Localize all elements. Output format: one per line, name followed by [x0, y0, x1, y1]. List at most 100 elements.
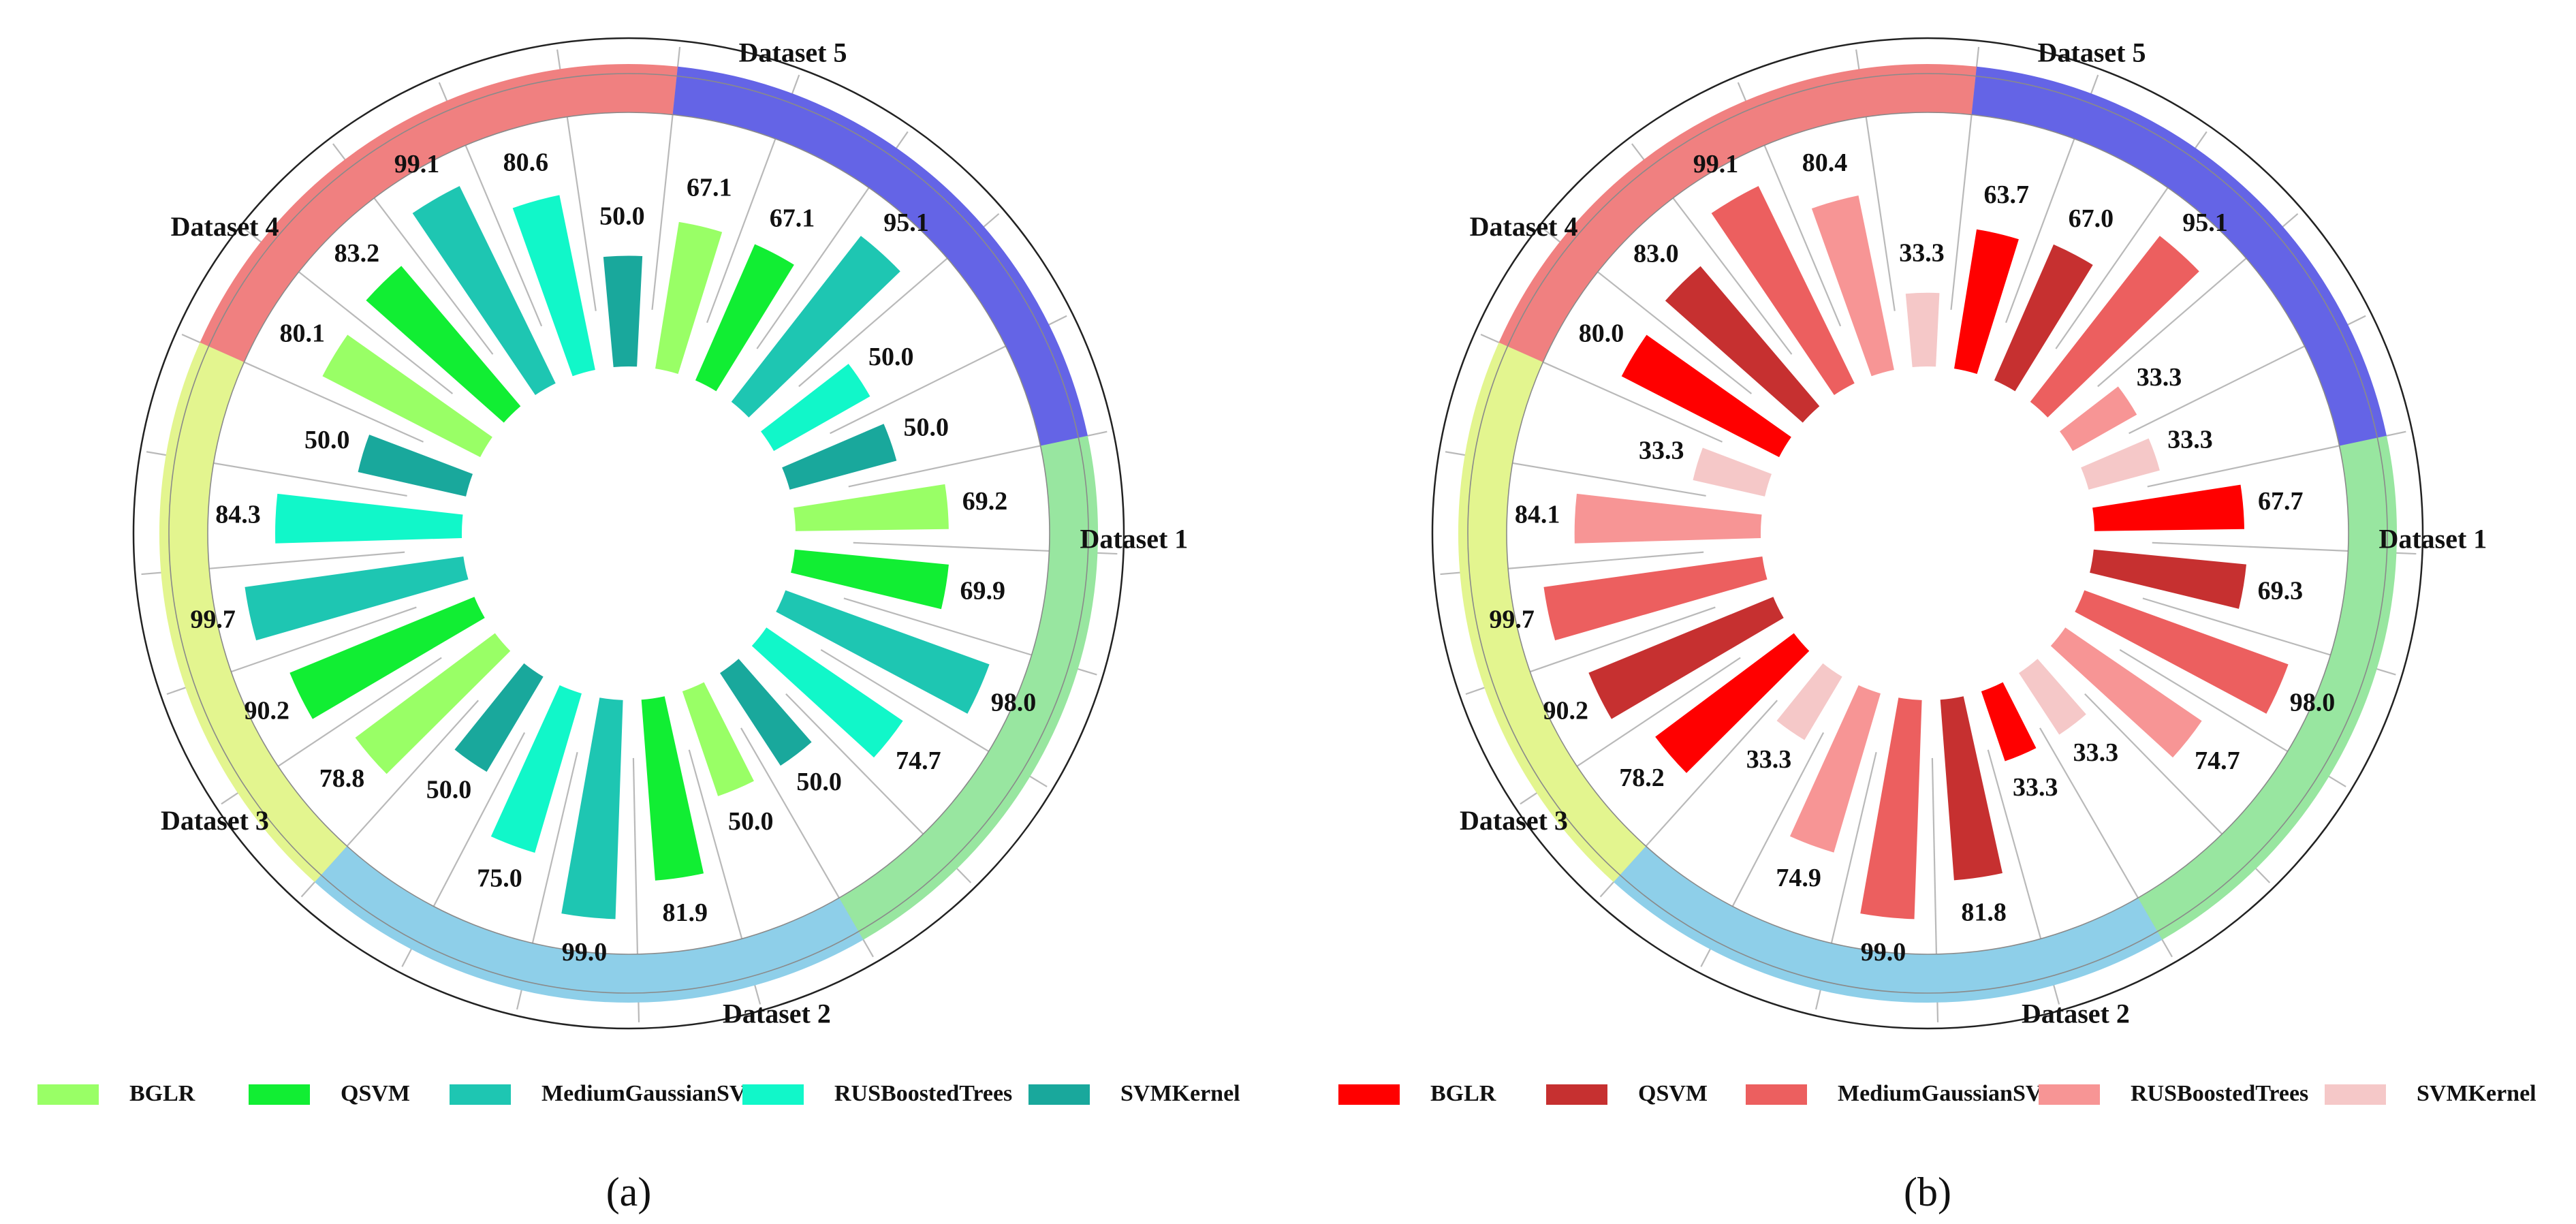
value-label: 33.3	[2167, 425, 2213, 454]
bar-mediumgaussiansvm-dataset-5	[2030, 236, 2199, 418]
bar-rusboostedtrees-dataset-2	[1789, 685, 1881, 853]
bar-qsvm-dataset-3	[1588, 597, 1784, 719]
band-ring-mid	[1467, 73, 2388, 994]
value-label: 99.1	[394, 150, 440, 178]
bar-qsvm-dataset-2	[641, 696, 704, 881]
category-label-dataset-3: Dataset 3	[161, 805, 269, 836]
value-label: 67.7	[2258, 487, 2304, 516]
legend-swatch-bglr	[1338, 1084, 1400, 1105]
bar-bglr-dataset-4	[1621, 334, 1791, 458]
value-label: 69.3	[2258, 576, 2304, 605]
outer-circle	[132, 37, 1125, 1030]
value-label: 80.1	[279, 319, 325, 347]
legend-swatch-qsvm	[1546, 1084, 1607, 1105]
bar-rusboostedtrees-dataset-1	[2050, 627, 2202, 758]
category-label-dataset-2: Dataset 2	[723, 999, 831, 1029]
category-label-dataset-4: Dataset 4	[1470, 211, 1578, 242]
value-label: 99.7	[190, 605, 236, 633]
legend-swatch-rusboostedtrees	[742, 1084, 804, 1105]
legend-swatch-rusboostedtrees	[2039, 1084, 2100, 1105]
bar-mediumgaussiansvm-dataset-4	[412, 186, 556, 395]
bar-bglr-dataset-5	[1954, 229, 2019, 374]
category-band-dataset-5	[672, 66, 1088, 446]
legend-panel-b: BGLR QSVM MediumGaussianSVM RUSBoostedTrees…	[1338, 1081, 2536, 1106]
value-label: 83.0	[1633, 240, 1679, 268]
value-label: 90.2	[1543, 696, 1588, 725]
value-label: 99.7	[1489, 605, 1535, 633]
bar-qsvm-dataset-1	[791, 549, 949, 610]
value-label: 67.1	[687, 173, 732, 202]
bar-mediumgaussiansvm-dataset-5	[731, 236, 900, 418]
category-label-dataset-4: Dataset 4	[171, 211, 279, 242]
bar-qsvm-dataset-3	[289, 597, 485, 719]
bar-svmkernel-dataset-5	[2081, 438, 2160, 490]
value-label: 95.1	[2182, 208, 2228, 237]
bar-bglr-dataset-3	[355, 633, 511, 774]
value-label: 80.6	[503, 148, 549, 176]
band-ring-inner	[207, 112, 1050, 955]
value-label: 67.0	[2069, 204, 2114, 233]
bar-bglr-dataset-2	[682, 682, 754, 796]
value-label: 74.7	[896, 747, 941, 775]
legend-swatch-svmkernel	[1028, 1084, 1090, 1105]
bar-rusboostedtrees-dataset-2	[490, 685, 582, 853]
category-label-dataset-1: Dataset 1	[2378, 524, 2487, 554]
legend-swatch-mediumgaussiansvm	[1746, 1084, 1807, 1105]
value-label: 99.0	[1861, 938, 1906, 967]
category-band-dataset-1	[838, 435, 1098, 940]
value-label: 50.0	[599, 202, 645, 230]
legend-swatch-mediumgaussiansvm	[450, 1084, 511, 1105]
value-label: 50.0	[868, 343, 914, 371]
bar-rusboostedtrees-dataset-1	[751, 627, 903, 758]
legend-label-rusboostedtrees: RUSBoostedTrees	[834, 1081, 1012, 1106]
value-label: 50.0	[426, 776, 472, 804]
band-ring-mid	[168, 73, 1089, 994]
value-label: 81.9	[662, 898, 708, 927]
category-band-dataset-4	[200, 64, 678, 362]
bar-rusboostedtrees-dataset-4	[1811, 195, 1894, 377]
value-label: 80.4	[1802, 148, 1848, 177]
legend-label-svmkernel: SVMKernel	[2417, 1081, 2536, 1106]
chart-panel-a: Dataset 1 Dataset 2 Dataset 3 Dataset 4 Data…	[132, 37, 1188, 1030]
value-label: 84.1	[1515, 501, 1560, 529]
category-label-dataset-3: Dataset 3	[1460, 805, 1568, 836]
bar-svmkernel-dataset-4	[1905, 292, 1940, 368]
value-label: 33.3	[1639, 437, 1684, 465]
outer-circle	[1431, 37, 2424, 1030]
value-label: 98.0	[991, 688, 1037, 717]
value-label: 78.2	[1619, 764, 1665, 792]
legend-panel-a: BGLR QSVM MediumGaussianSVM RUSBoostedTrees…	[37, 1081, 1240, 1106]
legend-label-mediumgaussiansvm: MediumGaussianSVM	[541, 1081, 768, 1106]
value-label: 75.0	[477, 864, 522, 892]
bar-svmkernel-dataset-4	[603, 255, 643, 368]
value-label: 63.7	[1984, 181, 2030, 209]
value-label: 74.7	[2195, 747, 2240, 775]
category-label-dataset-5: Dataset 5	[739, 37, 847, 67]
value-label: 78.8	[319, 764, 365, 793]
legend-label-qsvm: QSVM	[341, 1081, 410, 1106]
category-band-dataset-4	[1498, 64, 1977, 362]
legend-swatch-bglr	[37, 1084, 99, 1105]
value-label: 33.3	[2013, 773, 2058, 802]
legend-swatch-qsvm	[249, 1084, 310, 1105]
bar-qsvm-dataset-4	[366, 266, 521, 423]
bar-rusboostedtrees-dataset-4	[512, 195, 595, 377]
value-label: 69.9	[960, 577, 1006, 606]
bar-rusboostedtrees-dataset-5	[2060, 386, 2137, 452]
value-label: 50.0	[796, 768, 842, 796]
bar-rusboostedtrees-dataset-5	[761, 364, 870, 452]
bar-svmkernel-dataset-1	[720, 659, 812, 766]
value-label: 50.0	[304, 426, 350, 454]
category-band-dataset-3	[159, 342, 347, 883]
bar-bglr-dataset-3	[1655, 633, 1810, 773]
bar-mediumgaussiansvm-dataset-3	[245, 556, 469, 641]
legend-swatch-svmkernel	[2325, 1084, 2386, 1105]
bar-qsvm-dataset-2	[1940, 696, 2002, 881]
value-label: 67.1	[770, 204, 815, 233]
category-band-dataset-2	[1613, 846, 2163, 1003]
legend-label-qsvm: QSVM	[1638, 1081, 1708, 1106]
value-label: 98.0	[2290, 688, 2336, 717]
bar-qsvm-dataset-5	[695, 244, 794, 392]
value-label: 50.0	[728, 807, 774, 836]
